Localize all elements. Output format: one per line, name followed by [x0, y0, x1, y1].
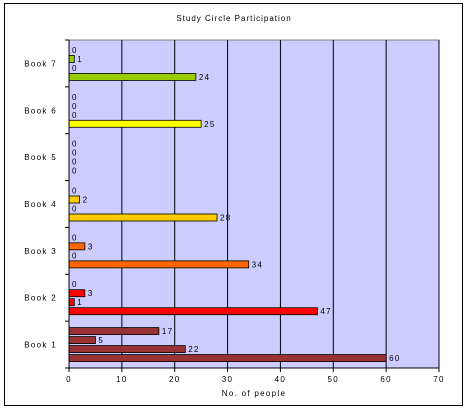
chart-title: Study Circle Participation	[176, 14, 292, 23]
data-label: 0	[72, 251, 78, 260]
data-label: 34	[252, 260, 264, 269]
data-label: 0	[72, 111, 78, 120]
data-label: 0	[72, 233, 78, 242]
data-label: 28	[220, 214, 232, 223]
data-label: 47	[320, 307, 332, 316]
y-tick-label: Book 2	[24, 294, 57, 303]
data-label: 3	[88, 289, 94, 298]
y-tick-label: Book 7	[24, 59, 57, 68]
x-tick-label: 20	[169, 375, 181, 384]
data-label: 0	[72, 187, 78, 196]
bar	[68, 260, 250, 269]
data-label: 3	[88, 242, 94, 251]
data-label: 0	[72, 280, 78, 289]
x-tick-label: 60	[380, 375, 392, 384]
x-tick-label: 10	[116, 375, 128, 384]
data-label: 0	[72, 140, 78, 149]
data-label: 5	[98, 336, 104, 345]
data-label: 25	[204, 120, 216, 129]
bar	[68, 327, 160, 335]
bar	[68, 213, 218, 222]
bar	[68, 73, 197, 81]
data-label: 0	[72, 205, 78, 214]
data-label: 0	[72, 102, 78, 111]
data-label: 0	[72, 149, 78, 158]
bar	[68, 336, 96, 344]
bar	[68, 242, 86, 251]
data-label: 24	[199, 73, 211, 82]
bar	[68, 354, 387, 362]
data-label: 1	[77, 55, 83, 64]
y-tick-label: Book 4	[24, 200, 57, 209]
x-tick-label: 40	[275, 375, 287, 384]
x-axis: 0 10 20 30 40 50 60 70	[66, 367, 445, 384]
y-tick-label: Book 3	[24, 247, 57, 256]
data-label: 22	[188, 345, 200, 354]
data-label: 1	[77, 298, 83, 307]
data-label: 0	[72, 46, 78, 55]
data-label: 0	[72, 167, 78, 176]
x-tick-label: 70	[433, 375, 445, 384]
bar	[68, 195, 80, 204]
bar	[68, 298, 75, 307]
bar	[68, 119, 202, 128]
y-tick-label: Book 6	[24, 106, 57, 115]
plot-area	[68, 39, 440, 369]
bar	[68, 307, 318, 316]
data-label: 0	[72, 93, 78, 102]
bar	[68, 289, 86, 298]
y-tick-label: Book 5	[24, 153, 57, 162]
bar	[68, 55, 75, 63]
x-tick-label: 30	[222, 375, 234, 384]
data-label: 17	[162, 327, 174, 336]
data-label: 2	[83, 196, 89, 205]
data-label: 0	[72, 64, 78, 73]
data-label: 0	[72, 158, 78, 167]
x-axis-title: No. of people	[222, 389, 287, 398]
x-tick-label: 0	[66, 375, 72, 384]
x-tick-label: 50	[328, 375, 340, 384]
y-tick-label: Book 1	[24, 341, 57, 350]
data-label: 60	[389, 354, 401, 363]
bar	[68, 345, 186, 353]
y-axis: Book 7 Book 6 Book 5 Book 4 Book 3 Book 2 Book…	[24, 39, 70, 369]
